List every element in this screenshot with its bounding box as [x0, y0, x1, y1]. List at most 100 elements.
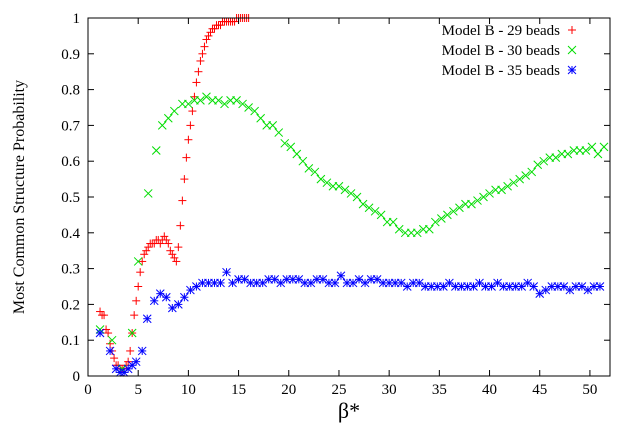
y-tick-label: 0.2 [61, 297, 80, 313]
data-point [587, 142, 597, 152]
data-point [142, 314, 152, 324]
data-point [216, 21, 225, 30]
data-point [169, 106, 179, 116]
data-point [479, 192, 488, 202]
data-point [184, 99, 193, 109]
data-point [166, 246, 175, 255]
data-point [202, 92, 211, 102]
data-point [140, 250, 149, 259]
data-point [306, 278, 316, 288]
data-point [132, 296, 141, 305]
data-point [172, 257, 181, 266]
data-point [162, 235, 171, 244]
data-point [156, 239, 165, 248]
x-tick-label: 25 [331, 382, 346, 398]
data-point [142, 246, 151, 255]
legend-label: Model B - 35 beads [442, 63, 560, 79]
data-point [144, 243, 153, 252]
data-point [394, 224, 404, 234]
data-point [206, 28, 215, 37]
series-3 [95, 267, 605, 377]
axis-ticks: 0 5 10 15 20 25 30 35 40 45 50 0 0.1 0.2 0.3 0.4 0.5 0.6 0… [61, 11, 610, 398]
x-tick-label: 5 [134, 382, 142, 398]
data-point [196, 95, 205, 105]
data-point [316, 174, 326, 184]
data-point [515, 174, 525, 184]
data-point [589, 282, 599, 291]
data-point [268, 121, 278, 130]
data-point [593, 149, 603, 159]
x-tick-label: 35 [432, 382, 447, 398]
data-point [105, 346, 115, 356]
data-point [186, 121, 195, 130]
data-point [244, 103, 253, 112]
data-point [230, 17, 239, 26]
data-point [336, 271, 346, 281]
x-tick-label: 45 [532, 382, 547, 398]
data-point [184, 135, 193, 144]
data-point [334, 181, 344, 191]
data-point [182, 153, 191, 162]
data-point [533, 160, 543, 170]
data-point [521, 171, 531, 180]
data-point [485, 189, 494, 198]
legend-marker [567, 65, 577, 75]
data-point [388, 217, 398, 227]
data-point [180, 292, 189, 302]
data-point [110, 354, 119, 363]
y-tick-label: 0 [73, 369, 81, 385]
data-point [161, 292, 171, 302]
data-point [143, 189, 153, 198]
data-point [202, 35, 211, 44]
data-point [176, 221, 185, 230]
data-point [100, 311, 109, 320]
data-point [164, 239, 173, 248]
legend: Model B - 29 beads Model B - 30 beads Mode… [442, 23, 577, 79]
data-point [539, 156, 549, 166]
legend-label: Model B - 30 beads [442, 43, 560, 59]
data-point [200, 42, 209, 51]
data-point [133, 257, 143, 266]
legend-marker [568, 26, 576, 34]
data-point [310, 167, 320, 177]
series-1 [96, 14, 253, 373]
data-point [449, 206, 458, 216]
data-point [424, 224, 434, 234]
data-point [473, 196, 482, 205]
data-point [535, 289, 545, 299]
data-point [445, 278, 454, 288]
y-tick-label: 0.6 [61, 154, 80, 170]
data-point [160, 232, 169, 241]
data-point [430, 217, 440, 227]
data-point [186, 285, 195, 295]
y-tick-label: 0.3 [61, 262, 80, 278]
data-point [497, 185, 506, 195]
y-axis-label: Most Common Structure Probability [11, 80, 28, 314]
data-point [322, 178, 332, 188]
data-point [358, 199, 368, 209]
data-point [503, 181, 512, 191]
x-tick-label: 50 [582, 382, 597, 398]
data-point [204, 31, 213, 40]
data-point [232, 95, 241, 105]
data-point [107, 335, 117, 345]
data-point [565, 285, 575, 295]
data-point [352, 192, 362, 202]
data-point [527, 167, 537, 177]
data-point [372, 274, 382, 284]
data-point [443, 210, 452, 220]
y-tick-label: 0.4 [61, 226, 80, 242]
x-tick-label: 30 [382, 382, 397, 398]
data-point [551, 153, 561, 162]
data-point [222, 267, 231, 277]
data-point [173, 300, 183, 309]
data-point [595, 282, 605, 291]
data-point [250, 106, 259, 116]
data-point [559, 282, 569, 291]
data-point [370, 206, 380, 216]
data-point [364, 203, 374, 213]
data-point [134, 282, 143, 291]
data-point [104, 329, 113, 338]
series-2 [95, 92, 609, 374]
